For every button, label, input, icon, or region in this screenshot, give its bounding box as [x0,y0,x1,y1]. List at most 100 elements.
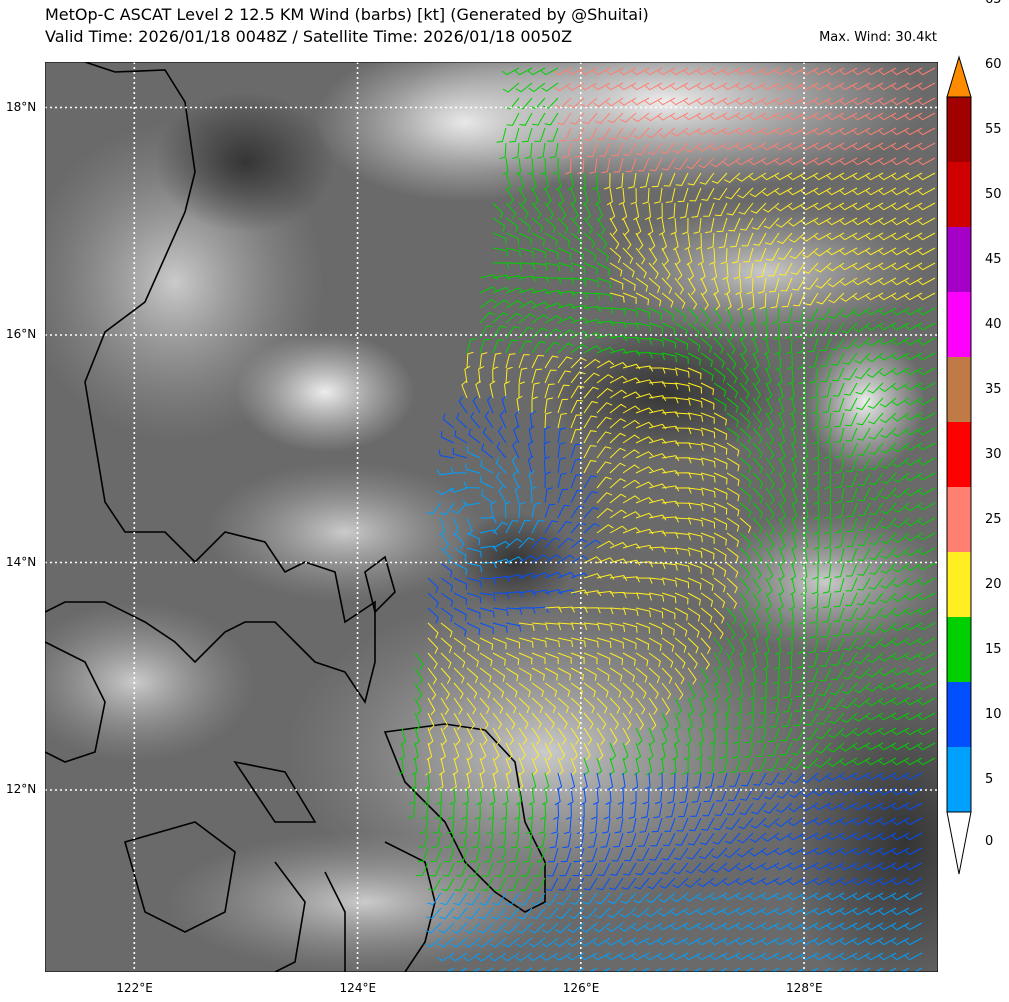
wind-barb [878,832,897,841]
wind-barb [760,682,767,700]
wind-barb [607,907,624,919]
wind-barb [735,922,754,931]
wind-barb [557,521,573,534]
wind-barb [822,397,832,414]
wind-barb [538,817,546,835]
wind-barb [724,847,741,859]
wind-barb [605,787,612,805]
wind-barb [880,562,897,574]
wind-barb [489,787,496,806]
wind-barb [557,413,568,429]
wind-barb [502,82,520,93]
wind-barb [739,652,746,671]
wind-barb [790,547,797,566]
wind-barb [735,142,754,151]
wind-barb [687,277,696,296]
wind-barb [544,247,559,260]
wind-barb [543,907,559,920]
wind-barb [790,757,806,770]
wind-barb [639,817,650,833]
wind-barb [583,475,598,489]
wind-barb [891,652,910,661]
wind-barb [904,862,923,871]
wind-barb [427,652,438,670]
wind-barb [427,592,439,609]
wind-barb [492,558,511,565]
wind-barb [553,967,572,972]
wind-barb [722,127,741,136]
wind-barb [557,457,566,474]
wind-barb [492,757,499,776]
wind-barb [787,82,806,91]
wind-barb [479,667,492,683]
wind-barb [518,554,536,564]
wind-barb [529,922,546,934]
wind-barb [635,466,654,474]
wind-barb [599,847,611,862]
wind-barb [557,277,575,285]
wind-barb [865,67,884,76]
wind-barb [891,157,910,166]
wind-barb [466,577,482,588]
wind-barb [557,712,568,730]
wind-barb [778,487,787,506]
wind-barb [878,352,897,361]
wind-barb [711,262,718,281]
wind-barb [892,592,910,603]
wind-barb [813,532,820,550]
wind-barb [408,787,416,805]
wind-barb [531,217,544,233]
wind-barb [917,262,936,271]
wind-barb [905,547,923,557]
wind-barb [748,292,755,310]
wind-barb [528,425,535,444]
wind-barb [865,907,884,916]
wind-barb [826,802,845,811]
wind-barb [635,727,643,746]
wind-barb [625,157,637,172]
wind-barb [596,232,608,249]
wind-barb [696,937,715,946]
wind-barb [852,862,871,871]
wind-barb [762,832,780,842]
wind-barb [674,337,689,351]
wind-barb [765,427,775,445]
wind-barb [828,307,845,320]
wind-barb [791,742,806,756]
wind-barb [709,112,728,121]
wind-barb [764,232,780,245]
wind-barb [917,487,936,496]
wind-barb [518,697,530,714]
wind-barb [731,742,741,759]
wind-barb [570,187,577,206]
wind-barb [813,172,832,181]
wind-barb [440,577,454,593]
wind-barb [878,202,897,211]
wind-barb [752,787,767,801]
wind-barb [713,442,728,455]
wind-barb [770,292,780,309]
wind-barb [570,757,577,776]
wind-barb [748,142,767,151]
wind-barb [518,262,536,270]
wind-barb [505,742,513,761]
wind-barb [765,592,773,611]
wind-barb [544,520,559,534]
wind-barb [493,877,507,892]
wind-barb [557,652,572,664]
wind-barb [761,907,780,916]
wind-barb [917,757,936,766]
wind-barb [453,607,467,621]
wind-barb [789,397,796,416]
wind-barb [670,112,689,121]
wind-barb [483,847,494,863]
wind-barb [674,292,686,309]
wind-barb [436,469,455,476]
wind-barb [661,667,673,684]
wind-barb [635,407,654,414]
wind-barb [696,952,715,961]
wind-barb [904,112,923,121]
wind-barb [739,607,749,625]
wind-barb [800,412,808,431]
wind-barb [479,298,497,309]
